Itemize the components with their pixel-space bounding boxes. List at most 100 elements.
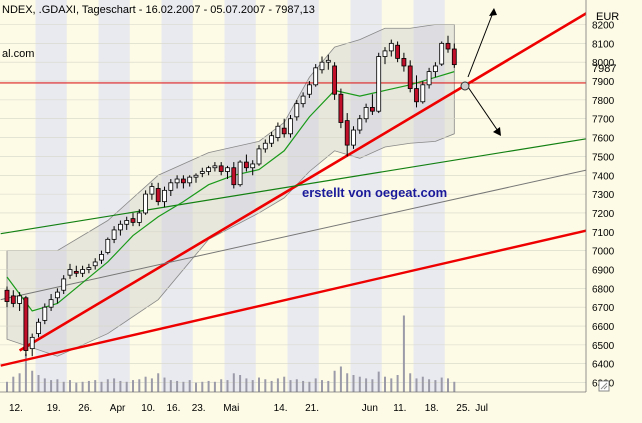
- candle-body: [99, 254, 104, 261]
- week-band: [98, 0, 130, 392]
- volume-bar: [339, 366, 342, 392]
- gray-trend-line: [0, 165, 606, 301]
- volume-bar: [333, 370, 336, 392]
- candle-body: [288, 118, 293, 135]
- volume-bar: [453, 381, 456, 392]
- candle-body: [124, 220, 130, 225]
- volume-bar: [276, 378, 279, 392]
- candle-body: [4, 289, 10, 302]
- candle-body: [149, 186, 155, 195]
- volume-bar: [377, 371, 380, 392]
- y-tick-label: 8000: [592, 58, 615, 69]
- y-tick-label: 7100: [592, 228, 615, 239]
- x-tick-label: 14.: [274, 403, 288, 414]
- candle-body: [332, 65, 338, 95]
- volume-bar: [365, 378, 368, 392]
- y-tick-label: 8100: [592, 39, 615, 50]
- candle-body: [401, 58, 407, 67]
- candle-body: [351, 129, 356, 146]
- volume-bar: [264, 379, 267, 392]
- volume-bar: [144, 376, 147, 392]
- x-tick-label: 25.: [456, 403, 470, 414]
- watermark: erstellt von oegeat.com: [302, 185, 447, 200]
- candle-body: [262, 142, 268, 150]
- candle-body: [231, 167, 237, 186]
- volume-bar: [6, 381, 8, 392]
- y-tick-label: 7600: [592, 134, 615, 145]
- volume-bar: [201, 381, 204, 392]
- candle-body: [388, 42, 394, 52]
- y-tick-label: 7000: [592, 247, 615, 258]
- candle-body: [168, 182, 174, 191]
- candle-body: [174, 178, 180, 184]
- candle-body: [193, 174, 199, 178]
- volume-bar: [169, 380, 172, 392]
- candle-body: [256, 148, 262, 165]
- candle-body: [130, 218, 136, 223]
- candle-body: [363, 107, 369, 120]
- candle-body: [407, 65, 413, 89]
- volume-bar: [132, 380, 134, 392]
- candle-body: [23, 297, 29, 351]
- volume-bar: [125, 381, 128, 392]
- volume-bar: [245, 378, 248, 392]
- volume-bar: [346, 373, 349, 392]
- volume-bar: [188, 380, 191, 392]
- main-uptrend-line: [18, 0, 607, 352]
- volume-bar: [232, 373, 235, 392]
- volume-bar: [87, 380, 90, 392]
- volume-bar: [327, 380, 330, 392]
- candle-body: [199, 171, 205, 174]
- y-axis: 6300640065006600670068006900700071007200…: [585, 0, 642, 418]
- volume-bar: [302, 380, 305, 392]
- y-tick-label: 7700: [592, 115, 615, 126]
- candle-body: [313, 67, 319, 86]
- volume-bar: [106, 379, 109, 392]
- candle-body: [369, 107, 375, 112]
- volume-bar: [289, 380, 292, 392]
- volume-bar: [213, 381, 216, 392]
- candle-body: [300, 95, 306, 105]
- volume-bar: [176, 380, 179, 392]
- candle-body: [275, 125, 281, 138]
- week-band: [287, 0, 319, 392]
- volume-bar: [251, 380, 254, 392]
- candle-body: [86, 267, 92, 270]
- candle-body: [136, 212, 142, 223]
- candle-body: [180, 178, 186, 184]
- volume-bar: [119, 380, 122, 392]
- volume-bar: [43, 378, 46, 392]
- candle-body: [218, 165, 224, 172]
- volume-bar: [321, 380, 323, 392]
- y-tick-label: 7500: [592, 152, 615, 163]
- candle-body: [67, 269, 73, 276]
- volume-bar: [258, 377, 260, 392]
- volume-bar: [390, 378, 393, 392]
- candle-body: [118, 223, 123, 231]
- candle-body: [155, 188, 161, 203]
- chart-title: NDEX, .GDAXI, Tageschart - 16.02.2007 - …: [2, 4, 315, 16]
- volume-bar: [75, 382, 78, 392]
- y-tick-label: 7200: [592, 209, 615, 220]
- volume-bar: [24, 353, 27, 392]
- x-tick-label: 11.: [393, 403, 406, 414]
- volume-bars: [6, 315, 456, 392]
- volume-bar: [62, 381, 65, 392]
- volume-bar: [163, 377, 166, 392]
- volume-bar: [371, 379, 374, 392]
- volume-bar: [12, 376, 15, 392]
- volume-bar: [358, 376, 361, 392]
- candle-body: [269, 135, 275, 144]
- candle-body: [105, 238, 111, 253]
- candle-body: [225, 167, 230, 172]
- volume-bar: [18, 373, 21, 392]
- candle-body: [451, 48, 457, 66]
- x-tick-label: 26.: [78, 403, 92, 414]
- volume-bar: [207, 380, 210, 392]
- candle-body: [187, 176, 193, 184]
- volume-bar: [138, 379, 141, 392]
- candle-body: [243, 161, 249, 169]
- volume-bar: [396, 375, 399, 392]
- candle-body: [414, 88, 419, 103]
- volume-bar: [409, 373, 412, 392]
